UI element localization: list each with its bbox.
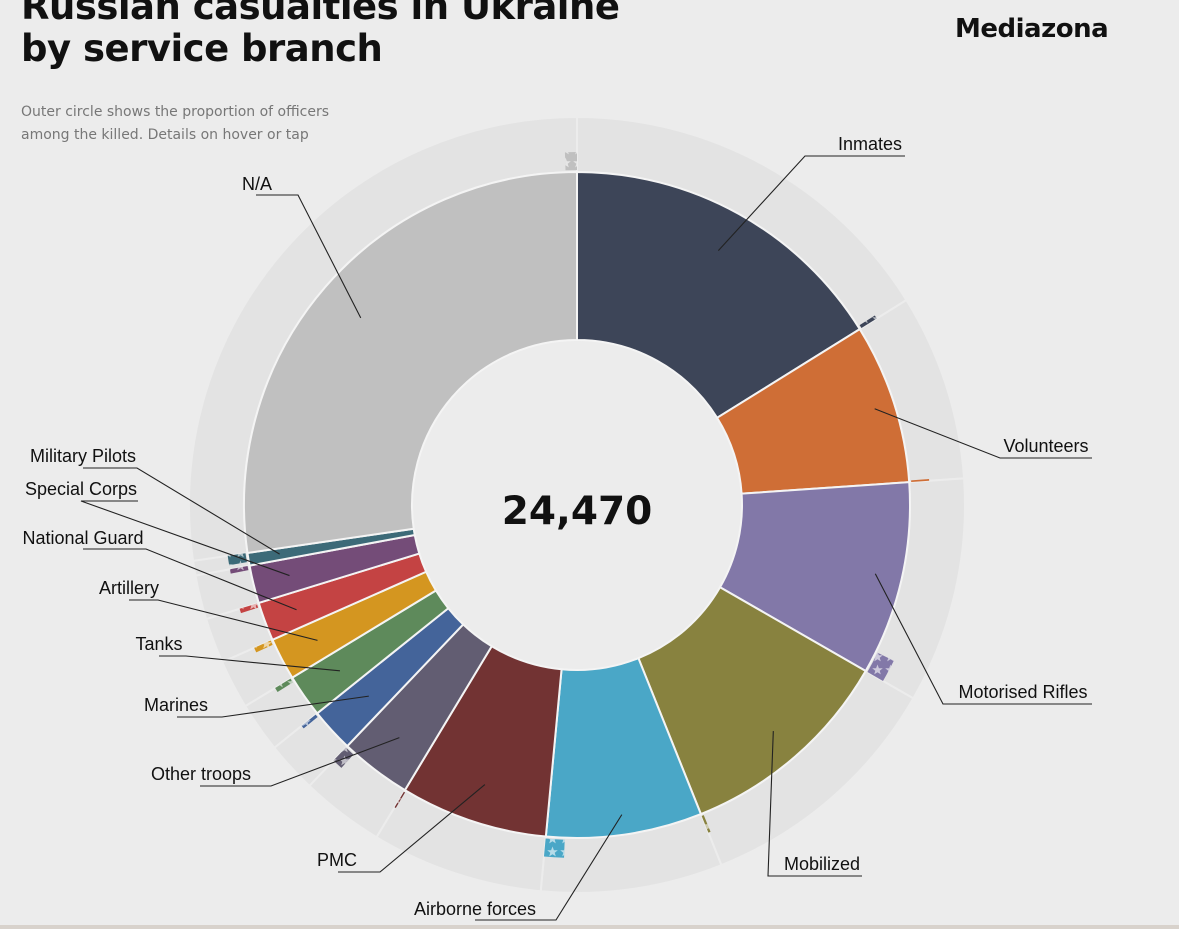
label-artillery: Artillery [99,578,159,598]
leader-line-volunteers [874,408,1092,459]
label-motorised-rifles: Motorised Rifles [958,682,1087,702]
label-military-pilots: Military Pilots [30,446,136,466]
label-airborne-forces: Airborne forces [414,899,536,919]
leader-line-other-troops [200,737,400,787]
officer-arc-artillery[interactable] [254,640,273,653]
leader-line-airborne-forces [475,814,623,921]
outer-ring [188,115,966,894]
slice-inmates[interactable] [576,170,862,420]
officer-arc-special-corps[interactable] [229,565,249,574]
label-marines: Marines [144,695,208,715]
chart-subtitle-line-2: among the killed. Details on hover or ta… [21,127,309,143]
officer-arc-n-a[interactable] [564,152,577,171]
bottom-border [0,925,1179,929]
label-other-troops: Other troops [151,764,251,784]
brand-logo[interactable]: Mediazona [955,14,1109,44]
slices [243,170,911,839]
label-n-a: N/A [242,174,272,194]
officer-arc-pmc[interactable] [394,791,406,808]
officer-arc-tanks[interactable] [275,678,293,692]
label-leaders [80,155,1092,921]
label-national-guard: National Guard [22,528,143,548]
slice-n-a[interactable] [243,170,578,555]
officer-arc-motorised-rifles[interactable] [867,652,894,681]
leader-line-artillery [129,599,318,641]
officer-arc-military-pilots[interactable] [227,553,247,566]
officer-arc-other-troops[interactable] [333,747,354,768]
label-tanks: Tanks [135,634,182,654]
label-pmc: PMC [317,850,357,870]
slice-labels: Inmates Volunteers Motorised Rifles Mobiliz… [22,134,1088,919]
label-volunteers: Volunteers [1003,436,1088,456]
leader-line-mobilized [767,731,862,877]
chart-subtitle: Outer circle shows the proportion of off… [21,101,329,147]
chart-title-line-1: Russian casualties in Ukraine [21,0,620,28]
officer-arc-volunteers[interactable] [911,479,930,483]
leader-line-marines [177,695,369,718]
total-count: 24,470 [502,489,653,534]
chart-title: Russian casualties in Ukraine by service… [21,0,620,70]
officer-arcs [227,152,930,858]
leader-line-n-a [256,194,362,319]
leader-line-national-guard [83,548,297,611]
leader-line-tanks [159,655,340,672]
chart-title-line-2: by service branch [21,27,383,70]
label-mobilized: Mobilized [784,854,860,874]
leader-line-special-corps [80,500,290,577]
leader-line-pmc [338,784,486,873]
chart-subtitle-line-1: Outer circle shows the proportion of off… [21,104,330,120]
officer-arc-mobilized[interactable] [701,815,711,833]
label-inmates: Inmates [838,134,902,154]
officer-arc-inmates[interactable] [859,315,877,329]
officer-arc-national-guard[interactable] [239,603,259,614]
officer-arc-airborne-forces[interactable] [543,838,565,858]
leader-line-motorised-rifles [874,573,1092,705]
leader-line-inmates [717,155,905,251]
label-special-corps: Special Corps [25,479,137,499]
officer-arc-marines[interactable] [301,714,318,729]
leader-line-military-pilots [83,467,280,555]
